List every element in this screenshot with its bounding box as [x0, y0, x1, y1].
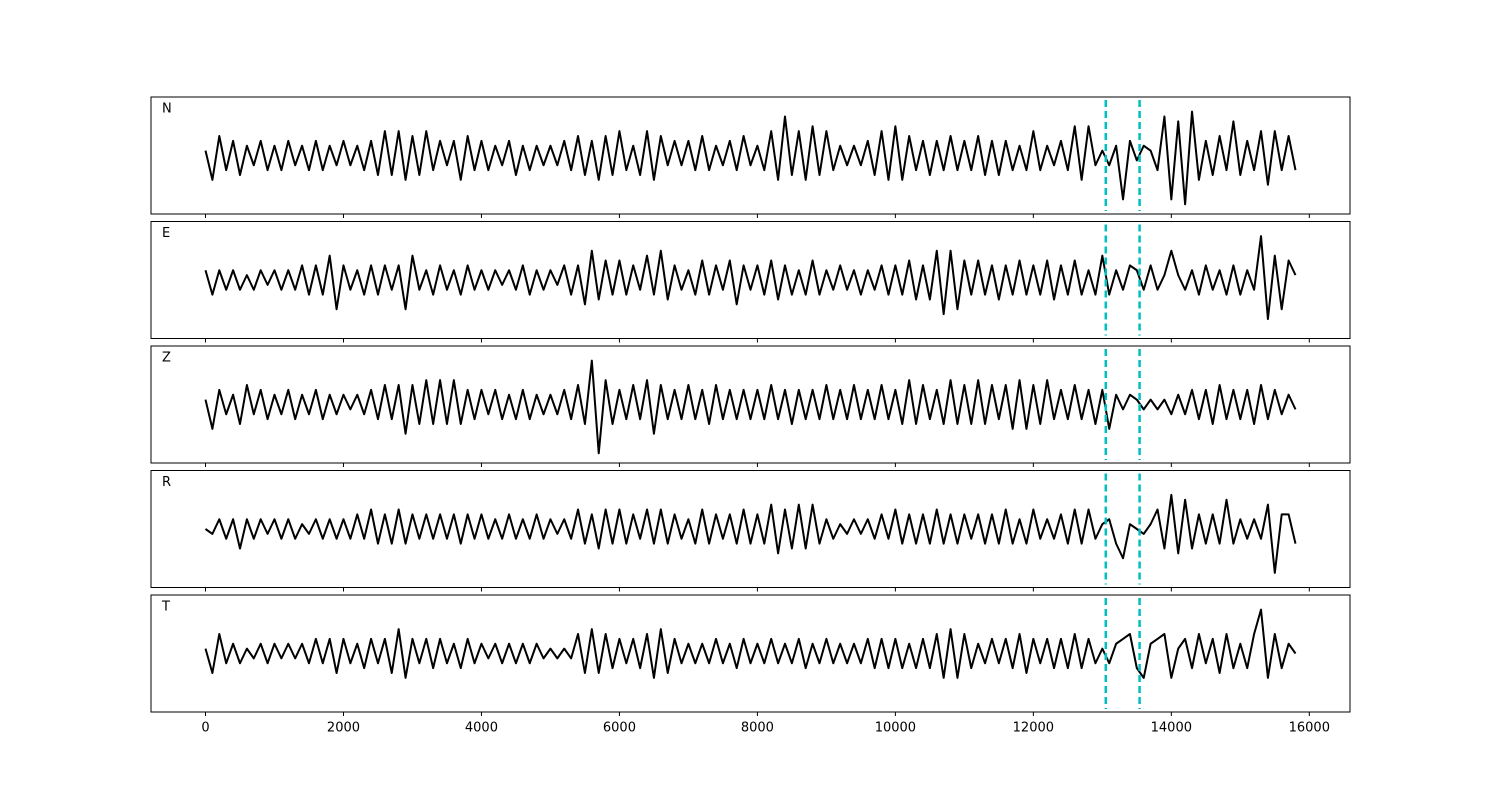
x-tick-label: 8000: [741, 721, 774, 736]
panel-frame: [150, 96, 1351, 215]
trace: [204, 608, 1297, 679]
x-tick-label: 10000: [875, 721, 916, 736]
panel-label: R: [162, 475, 171, 490]
panel-label: Z: [162, 351, 171, 366]
panel-label: E: [162, 226, 170, 241]
panel-frame: [150, 221, 1351, 339]
trace: [204, 493, 1297, 574]
panel-label: T: [161, 600, 170, 615]
trace: [204, 359, 1297, 455]
x-tick-label: 12000: [1013, 721, 1054, 736]
x-tick-label: 16000: [1289, 721, 1330, 736]
trace: [204, 110, 1297, 206]
panel-frame: [150, 594, 1351, 713]
panel-label: N: [162, 102, 172, 117]
x-tick-label: 4000: [465, 721, 498, 736]
x-tick-label: 14000: [1151, 721, 1192, 736]
x-tick-label: 0: [201, 721, 209, 736]
trace: [204, 235, 1297, 320]
x-tick-label: 6000: [603, 721, 636, 736]
panel-frame: [150, 470, 1351, 588]
panel-frame: [150, 345, 1351, 464]
x-tick-label: 2000: [327, 721, 360, 736]
